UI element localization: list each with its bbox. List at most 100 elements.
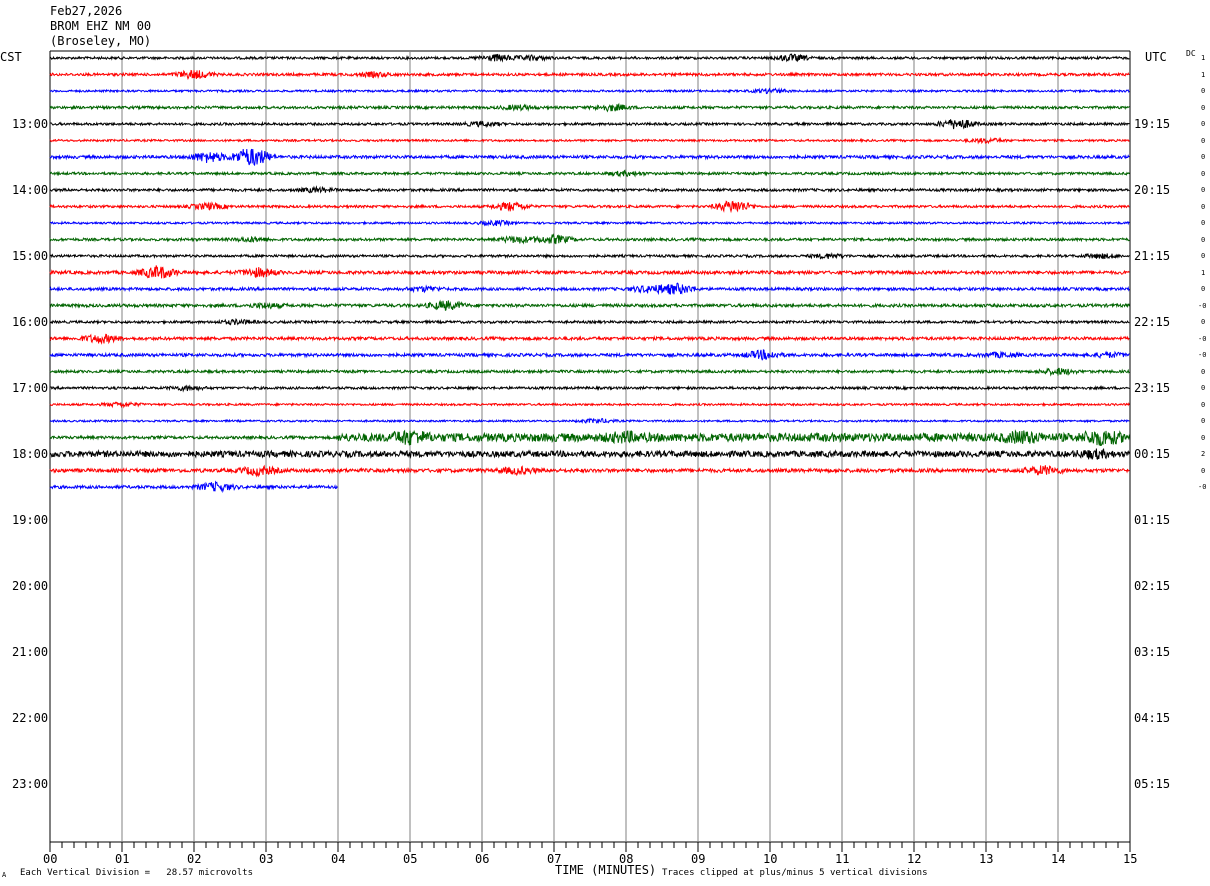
seismic-trace [49, 87, 1130, 95]
left-hour-label: 15:00 [12, 249, 49, 263]
right-hour-label: 19:15 [1134, 117, 1171, 131]
seismic-trace [49, 317, 1130, 326]
right-hour-label: 03:15 [1134, 645, 1171, 659]
dc-offset-value: -0 [1198, 351, 1207, 359]
right-hour-label: 23:15 [1134, 381, 1171, 395]
dc-offset-value: 2 [1201, 450, 1206, 458]
left-hour-label: 16:00 [12, 315, 49, 329]
dc-offset-value: 0 [1201, 202, 1206, 211]
seismic-trace [49, 464, 1130, 478]
seismic-trace [49, 53, 1130, 63]
dc-offset-value: 0 [1201, 252, 1206, 260]
left-timezone-label: CST [0, 50, 22, 64]
right-hour-label: 04:15 [1134, 711, 1171, 725]
left-hour-label: 14:00 [12, 183, 49, 197]
seismic-trace [49, 265, 1130, 279]
left-hour-label: 22:00 [12, 711, 49, 725]
left-hour-label: 21:00 [12, 645, 49, 659]
plot-date: Feb27,2026 [50, 4, 123, 18]
seismic-trace [49, 384, 1130, 393]
seismic-trace [49, 169, 1130, 178]
seismic-trace [49, 429, 1130, 446]
dc-offset-value: 0 [1201, 169, 1206, 178]
station-location: (Broseley, MO) [50, 34, 152, 48]
dc-offset-value: 0 [1201, 318, 1206, 326]
right-hour-label: 20:15 [1134, 183, 1171, 197]
x-tick-label: 15 [1123, 852, 1138, 866]
dc-offset-value: 0 [1201, 466, 1206, 475]
seismic-trace [49, 102, 1130, 113]
left-hour-label: 20:00 [12, 579, 49, 593]
right-hour-label: 05:15 [1134, 777, 1171, 791]
dc-offset-value: 1 [1201, 268, 1206, 277]
x-tick-label: 08 [619, 852, 634, 866]
left-hour-label: 23:00 [12, 777, 49, 791]
dc-offset-value: 0 [1201, 103, 1206, 112]
dc-offset-value: 0 [1201, 120, 1206, 128]
left-hour-label: 19:00 [12, 513, 49, 527]
seismic-trace [49, 367, 1130, 377]
seismic-trace [49, 447, 1130, 460]
dc-offset-value: -0 [1198, 301, 1207, 310]
right-hour-label: 02:15 [1134, 579, 1171, 593]
dc-offset-value: 0 [1201, 186, 1206, 194]
seismic-trace [49, 333, 1130, 345]
dc-offset-value: 0 [1201, 235, 1206, 244]
dc-offset-value: -0 [1198, 334, 1207, 343]
x-tick-label: 07 [547, 852, 562, 866]
x-tick-label: 06 [475, 852, 490, 866]
x-tick-label: 12 [907, 852, 922, 866]
dc-offset-value: 0 [1201, 87, 1206, 95]
right-hour-label: 00:15 [1134, 447, 1171, 461]
dc-offset-value: 0 [1201, 219, 1206, 227]
dc-offset-header: DC [1186, 49, 1196, 58]
clip-note: Traces clipped at plus/minus 5 vertical … [662, 868, 928, 878]
seismic-trace [49, 69, 1130, 81]
dc-offset-value: 1 [1201, 54, 1206, 62]
x-tick-label: 14 [1051, 852, 1066, 866]
seismic-trace [49, 185, 1130, 194]
seismic-trace [49, 252, 1130, 260]
left-hour-label: 18:00 [12, 447, 49, 461]
dc-offset-value: 0 [1201, 153, 1206, 161]
dc-offset-value: 0 [1201, 400, 1206, 409]
seismic-trace [49, 119, 1130, 130]
dc-offset-value: 0 [1201, 433, 1206, 442]
seismic-trace [49, 233, 1130, 245]
seismic-trace [49, 136, 1130, 145]
seismic-trace [49, 200, 1130, 214]
seismic-trace [49, 401, 1130, 409]
dc-offset-value: 1 [1201, 70, 1206, 79]
x-axis-title: TIME (MINUTES) [555, 863, 657, 877]
x-tick-label: 04 [331, 852, 346, 866]
seismic-trace [49, 148, 1130, 167]
seismic-trace [49, 282, 1130, 296]
seismic-trace [49, 299, 1130, 311]
seismic-trace [50, 219, 1130, 228]
dc-offset-value: 0 [1201, 285, 1206, 293]
x-tick-label: 05 [403, 852, 418, 866]
seismic-trace [49, 349, 1130, 361]
x-tick-label: 09 [691, 852, 706, 866]
station-code: BROM EHZ NM 00 [50, 19, 152, 33]
x-tick-label: 13 [979, 852, 994, 866]
right-hour-label: 22:15 [1134, 315, 1171, 329]
seismic-trace [49, 480, 338, 494]
dc-offset-value: 0 [1201, 136, 1206, 145]
dc-offset-value: -0 [1198, 483, 1207, 491]
x-tick-label: 01 [115, 852, 130, 866]
dc-offset-value: 0 [1201, 367, 1206, 376]
x-tick-label: 02 [187, 852, 202, 866]
right-hour-label: 01:15 [1134, 513, 1171, 527]
x-tick-label: 10 [763, 852, 778, 866]
dc-offset-value: 0 [1201, 384, 1206, 392]
vertical-scale-note: Each Vertical Division = 28.57 microvolt… [20, 868, 253, 878]
right-timezone-label: UTC [1145, 50, 1167, 64]
x-tick-label: 00 [43, 852, 58, 866]
x-tick-label: 11 [835, 852, 850, 866]
seismic-trace [49, 417, 1130, 424]
dc-offset-value: 0 [1201, 417, 1206, 425]
right-hour-label: 21:15 [1134, 249, 1171, 263]
left-hour-label: 17:00 [12, 381, 49, 395]
x-tick-label: 03 [259, 852, 274, 866]
